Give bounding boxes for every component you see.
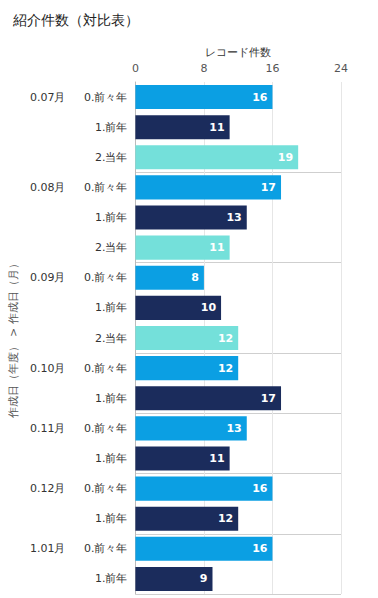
svg-text:2.当年: 2.当年	[95, 241, 128, 254]
svg-text:13: 13	[226, 422, 241, 435]
svg-text:0.12月: 0.12月	[30, 482, 66, 495]
svg-text:17: 17	[261, 392, 276, 405]
svg-text:9: 9	[200, 572, 208, 585]
svg-text:0.前々年: 0.前々年	[84, 271, 128, 284]
svg-text:19: 19	[278, 151, 293, 164]
svg-text:1.前年: 1.前年	[95, 121, 128, 134]
svg-text:10: 10	[201, 301, 217, 314]
svg-text:1.前年: 1.前年	[95, 211, 128, 224]
svg-text:0.前々年: 0.前々年	[84, 91, 128, 104]
svg-text:1.前年: 1.前年	[95, 452, 128, 465]
svg-text:16: 16	[252, 91, 268, 104]
svg-text:11: 11	[209, 452, 224, 465]
svg-text:0.08月: 0.08月	[30, 181, 66, 194]
svg-text:8: 8	[191, 271, 199, 284]
svg-text:12: 12	[218, 362, 233, 375]
svg-text:1.前年: 1.前年	[95, 392, 128, 405]
svg-text:16: 16	[252, 482, 268, 495]
svg-text:0.10月: 0.10月	[30, 362, 66, 375]
svg-text:16: 16	[265, 62, 279, 75]
svg-text:0.前々年: 0.前々年	[84, 181, 128, 194]
svg-text:0.07月: 0.07月	[30, 91, 66, 104]
svg-text:1.01月: 1.01月	[30, 542, 66, 555]
svg-text:0.前々年: 0.前々年	[84, 362, 128, 375]
svg-text:レコード件数: レコード件数	[205, 46, 271, 59]
svg-text:12: 12	[218, 332, 233, 345]
svg-text:1.前年: 1.前年	[95, 512, 128, 525]
svg-text:2.当年: 2.当年	[95, 151, 128, 164]
svg-text:11: 11	[209, 241, 224, 254]
svg-text:24: 24	[334, 62, 348, 75]
svg-text:1.前年: 1.前年	[95, 572, 128, 585]
svg-text:作成日（年度） > 作成日（月）: 作成日（年度） > 作成日（月）	[7, 258, 20, 418]
svg-text:紹介件数（対比表）: 紹介件数（対比表）	[12, 12, 139, 28]
svg-text:0.前々年: 0.前々年	[84, 422, 128, 435]
svg-text:13: 13	[226, 211, 241, 224]
svg-text:0.11月: 0.11月	[30, 422, 66, 435]
svg-text:0.09月: 0.09月	[30, 271, 66, 284]
svg-text:0.前々年: 0.前々年	[84, 542, 128, 555]
svg-text:0.前々年: 0.前々年	[84, 482, 128, 495]
svg-text:1.前年: 1.前年	[95, 301, 128, 314]
svg-text:11: 11	[209, 121, 224, 134]
svg-text:8: 8	[200, 62, 207, 75]
svg-text:16: 16	[252, 542, 268, 555]
svg-text:0: 0	[132, 62, 139, 75]
svg-text:2.当年: 2.当年	[95, 332, 128, 345]
svg-text:12: 12	[218, 512, 233, 525]
svg-text:17: 17	[261, 181, 276, 194]
